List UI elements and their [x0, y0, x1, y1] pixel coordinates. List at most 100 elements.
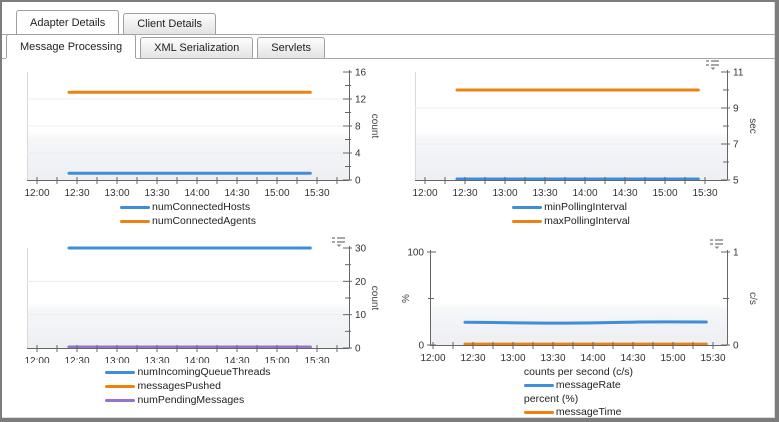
legend-swatch	[523, 383, 554, 387]
legend-label: maxPollingInterval	[544, 215, 630, 227]
svg-text:8: 8	[355, 122, 361, 133]
chart-canvas: 12:00 12:30 13:00 13:30 14:00 14:30 15:00 15:30…	[24, 68, 380, 199]
svg-text:12:00: 12:00	[412, 188, 437, 198]
svg-text:14:00: 14:00	[580, 353, 605, 363]
chart-canvas: 12:00 12:30 13:00 13:30 14:00 14:30 15:00 15:30…	[412, 60, 758, 198]
svg-text:15:30: 15:30	[304, 188, 329, 198]
svg-text:11: 11	[733, 68, 744, 79]
svg-text:100: 100	[407, 248, 424, 259]
y-axis-title: c/s	[747, 292, 758, 305]
tab-message-processing[interactable]: Message Processing	[6, 34, 137, 58]
svg-text:5: 5	[733, 176, 739, 187]
legend-label: messageTime	[555, 406, 622, 418]
svg-text:16: 16	[355, 68, 367, 79]
legend-swatch	[120, 205, 151, 209]
tab-servlets[interactable]: Servlets	[257, 37, 326, 58]
svg-text:20: 20	[355, 277, 367, 288]
svg-text:12:30: 12:30	[452, 188, 477, 198]
tab-xml-serialization[interactable]: XML Serialization	[140, 37, 254, 58]
tab-label: Servlets	[271, 42, 312, 54]
chart-canvas: 12:00 12:30 13:00 13:30 14:00 14:30 15:00 15:30…	[401, 239, 758, 363]
svg-text:14:30: 14:30	[612, 188, 637, 198]
tab-client-details[interactable]: Client Details	[123, 13, 217, 34]
chart-polling-interval: 12:00 12:30 13:00 13:30 14:00 14:30 15:00 15:30…	[400, 58, 775, 228]
tab-label: Client Details	[137, 18, 203, 30]
svg-text:12:30: 12:30	[64, 356, 89, 363]
svg-text:15:30: 15:30	[304, 356, 329, 363]
legend-swatch	[105, 370, 136, 374]
svg-text:12:00: 12:00	[420, 353, 445, 363]
svg-text:14:30: 14:30	[620, 353, 645, 363]
y-axis-title: sec	[747, 118, 758, 134]
svg-text:7: 7	[733, 140, 739, 151]
svg-text:1: 1	[733, 248, 739, 259]
svg-text:12:00: 12:00	[24, 356, 49, 363]
chart-connected-hosts-agents: 12:00 12:30 13:00 13:30 14:00 14:30 15:00 15:30…	[2, 58, 394, 228]
tab-adapter-details[interactable]: Adapter Details	[16, 10, 120, 34]
chart-menu-icon[interactable]	[332, 237, 345, 247]
legend-label: messagesPushed	[137, 380, 221, 392]
svg-text:15:30: 15:30	[700, 353, 725, 363]
svg-text:10: 10	[355, 310, 367, 321]
svg-text:0: 0	[418, 341, 424, 352]
svg-text:15:00: 15:00	[652, 188, 677, 198]
secondary-tabstrip: Message Processing XML Serialization Ser…	[2, 34, 775, 59]
svg-text:13:00: 13:00	[492, 188, 517, 198]
tab-label: Adapter Details	[30, 16, 106, 29]
y-axis-title: count	[369, 114, 380, 139]
legend-label: numIncomingQueueThreads	[137, 366, 271, 378]
svg-text:4: 4	[355, 149, 361, 160]
legend-label: numPendingMessages	[137, 394, 245, 406]
legend-swatch	[512, 219, 543, 223]
chart-message-rate-time: 12:00 12:30 13:00 13:30 14:00 14:30 15:00 15:30…	[400, 233, 775, 418]
legend-item: numPendingMessages	[105, 393, 270, 407]
legend-item: numConnectedAgents	[120, 214, 256, 228]
chart-legend: minPollingInterval maxPollingInterval	[415, 200, 727, 228]
svg-text:15:00: 15:00	[264, 356, 289, 363]
svg-text:12:00: 12:00	[24, 188, 49, 198]
chart-menu-icon[interactable]	[706, 60, 719, 70]
svg-text:13:00: 13:00	[104, 356, 129, 363]
svg-text:0: 0	[355, 344, 361, 355]
svg-text:15:00: 15:00	[660, 353, 685, 363]
legend-label: minPollingInterval	[544, 201, 627, 213]
svg-text:12:30: 12:30	[460, 353, 485, 363]
svg-text:30: 30	[355, 244, 367, 255]
svg-text:15:00: 15:00	[264, 188, 289, 198]
legend-item: maxPollingInterval	[512, 214, 630, 228]
legend-item: minPollingInterval	[512, 200, 630, 214]
chart-canvas: 12:00 12:30 13:00 13:30 14:00 14:30 15:00 15:30…	[24, 237, 380, 363]
legend-label: messageRate	[555, 379, 621, 391]
legend-item: messageRate	[523, 378, 633, 392]
svg-text:15:30: 15:30	[692, 188, 717, 198]
svg-text:13:00: 13:00	[500, 353, 525, 363]
svg-text:13:30: 13:30	[532, 188, 557, 198]
svg-text:14:00: 14:00	[184, 356, 209, 363]
legend-swatch	[523, 410, 554, 414]
legend-group-header: counts per second (c/s)	[523, 365, 634, 378]
tab-label: XML Serialization	[154, 42, 240, 54]
legend-label: numConnectedAgents	[152, 215, 256, 227]
svg-text:0: 0	[355, 176, 361, 187]
svg-text:9: 9	[733, 104, 739, 115]
legend-item: numIncomingQueueThreads	[105, 365, 271, 379]
legend-item: messageTime	[523, 405, 633, 418]
legend-swatch	[105, 398, 136, 402]
svg-text:14:30: 14:30	[224, 356, 249, 363]
chart-queue-messages: 12:00 12:30 13:00 13:30 14:00 14:30 15:00 15:30…	[2, 233, 394, 407]
legend-swatch	[120, 219, 151, 223]
tab-label: Message Processing	[20, 40, 123, 53]
svg-text:14:00: 14:00	[184, 188, 209, 198]
chart-legend: numConnectedHosts numConnectedAgents	[27, 200, 349, 228]
y-axis-title: count	[369, 286, 380, 311]
svg-text:14:00: 14:00	[572, 188, 597, 198]
svg-text:13:00: 13:00	[104, 188, 129, 198]
chart-menu-icon[interactable]	[710, 239, 723, 249]
primary-tabstrip: Adapter Details Client Details	[2, 8, 775, 35]
svg-text:13:30: 13:30	[540, 353, 565, 363]
chart-legend: numIncomingQueueThreads messagesPushed num…	[27, 365, 349, 407]
svg-text:0: 0	[733, 341, 739, 352]
legend-label: numConnectedHosts	[152, 201, 251, 213]
svg-text:13:30: 13:30	[144, 188, 169, 198]
